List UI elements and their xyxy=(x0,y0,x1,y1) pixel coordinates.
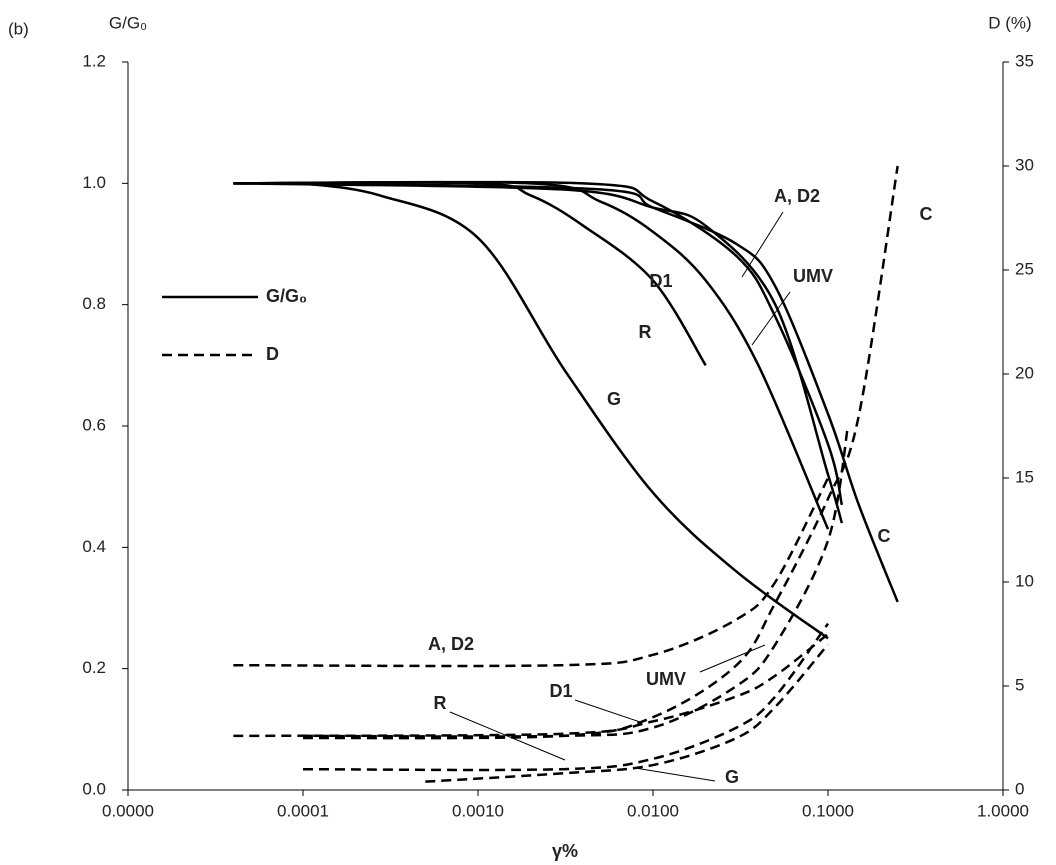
x-tick-label: 0.0001 xyxy=(277,801,329,820)
y-tick-label: 0.4 xyxy=(82,537,106,556)
x-tick-label: 0.0100 xyxy=(627,801,679,820)
y-tick-label: 1.0 xyxy=(82,173,106,192)
y2-tick-label: 10 xyxy=(1015,571,1034,590)
y-tick-label: 0.6 xyxy=(82,415,106,434)
line xyxy=(302,182,899,603)
curve-label: R xyxy=(434,693,447,713)
curve-label: G xyxy=(607,389,621,409)
x-tick-label: 1.0000 xyxy=(977,801,1029,820)
curve-label: R xyxy=(639,322,652,342)
legend-label: G/G₀ xyxy=(266,286,307,306)
y2-tick-label: 20 xyxy=(1015,363,1034,382)
line xyxy=(233,181,707,366)
leader-line xyxy=(449,711,566,761)
y2-tick-label: 5 xyxy=(1015,675,1024,694)
y2-tick-label: 30 xyxy=(1015,155,1034,174)
curve-label: C xyxy=(920,204,933,224)
curve-label: A, D2 xyxy=(774,186,820,206)
line xyxy=(302,425,850,738)
y2-tick-label: 0 xyxy=(1015,779,1024,798)
y-tick-label: 0.0 xyxy=(82,779,106,798)
curve-label: G xyxy=(725,767,739,787)
x-axis-label: γ% xyxy=(552,841,578,861)
leader-line xyxy=(634,767,716,782)
curve-label: C xyxy=(878,526,891,546)
curve-label: UMV xyxy=(646,669,686,689)
y2-tick-label: 35 xyxy=(1015,51,1034,70)
curve-label: D1 xyxy=(649,271,672,291)
line xyxy=(302,165,899,740)
x-tick-label: 0.1000 xyxy=(802,801,854,820)
curve-label: D1 xyxy=(549,681,572,701)
y2-tick-label: 25 xyxy=(1015,259,1034,278)
curve-label: UMV xyxy=(793,266,833,286)
leader-line xyxy=(699,644,766,673)
x-tick-label: 0.0000 xyxy=(102,801,154,820)
y-tick-label: 0.8 xyxy=(82,294,106,313)
y2-axis-label: D (%) xyxy=(988,13,1031,32)
y-tick-label: 1.2 xyxy=(82,51,106,70)
line xyxy=(233,633,829,738)
legend-label: D xyxy=(266,344,279,364)
y-axis-label: G/G₀ xyxy=(109,13,147,32)
line xyxy=(302,622,830,772)
line xyxy=(233,477,830,668)
y2-tick-label: 15 xyxy=(1015,467,1034,486)
leader-line xyxy=(574,699,641,723)
line xyxy=(233,180,844,506)
line xyxy=(233,182,844,524)
panel-label: (b) xyxy=(8,19,29,38)
curve-label: A, D2 xyxy=(428,634,474,654)
line xyxy=(425,643,829,783)
y-tick-label: 0.2 xyxy=(82,658,106,677)
x-tick-label: 0.0010 xyxy=(452,801,504,820)
line xyxy=(233,180,830,530)
line xyxy=(302,182,829,640)
